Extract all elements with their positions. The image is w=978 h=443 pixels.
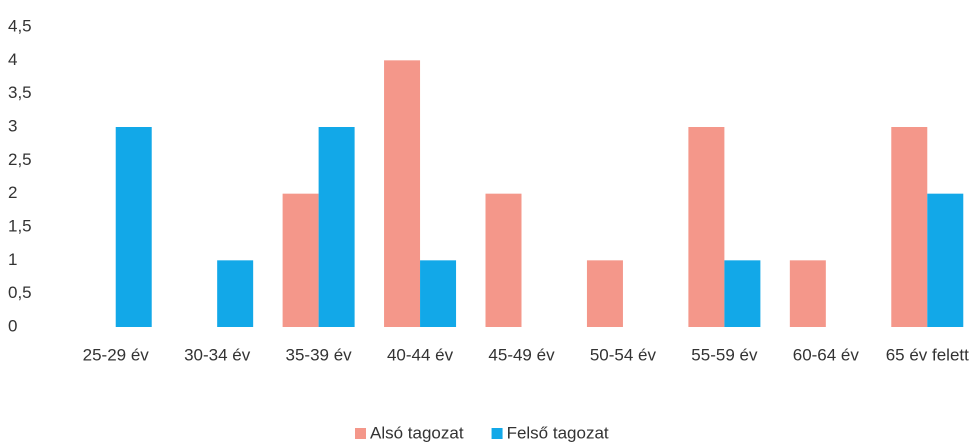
bar <box>282 193 319 327</box>
y-tick-label: 1 <box>8 250 17 269</box>
y-tick-label: 0,5 <box>8 283 32 302</box>
x-tick-label: 65 év felett <box>886 345 969 364</box>
bar <box>485 193 522 327</box>
y-tick-label: 0 <box>8 316 17 335</box>
legend-label: Felső tagozat <box>507 423 609 442</box>
legend-swatch <box>491 428 503 439</box>
x-tick-label: 25-29 év <box>83 345 150 364</box>
x-tick-label: 50-54 év <box>590 345 657 364</box>
y-tick-label: 2 <box>8 183 17 202</box>
bar <box>318 127 355 327</box>
x-tick-label: 55-59 év <box>691 345 758 364</box>
x-tick-label: 35-39 év <box>286 345 353 364</box>
x-tick-label: 45-49 év <box>488 345 555 364</box>
x-tick-label: 60-64 év <box>793 345 860 364</box>
bar <box>586 260 623 327</box>
bar <box>420 260 457 327</box>
bar <box>891 127 928 327</box>
bar <box>927 193 964 327</box>
y-tick-label: 3,5 <box>8 83 32 102</box>
y-tick-label: 3 <box>8 116 17 135</box>
y-tick-label: 4,5 <box>8 16 32 35</box>
bar <box>217 260 254 327</box>
x-tick-label: 40-44 év <box>387 345 454 364</box>
y-tick-label: 1,5 <box>8 216 32 235</box>
bar <box>789 260 826 327</box>
legend-label: Alsó tagozat <box>370 423 464 442</box>
bar <box>688 127 725 327</box>
legend-swatch <box>355 428 366 439</box>
bar <box>724 260 761 327</box>
y-tick-label: 2,5 <box>8 150 32 169</box>
y-tick-label: 4 <box>8 50 17 69</box>
bar <box>115 127 152 327</box>
x-tick-label: 30-34 év <box>184 345 251 364</box>
bar <box>384 60 421 327</box>
